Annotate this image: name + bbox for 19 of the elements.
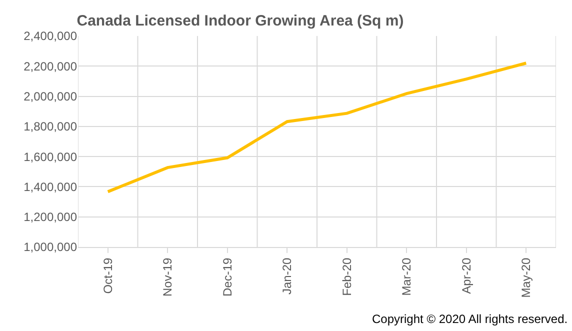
x-tick-label: Nov-19 [160,257,175,296]
text: Copyright © 2020 All rights reserved. [372,312,568,326]
y-tick-label: 1,000,000 [24,240,78,254]
x-tick-label: Oct-19 [100,257,115,294]
y-tick-label: 2,000,000 [24,89,78,104]
line-series [106,62,528,194]
y-tick-label: 2,200,000 [24,59,78,74]
x-tick-label: Apr-20 [459,257,474,294]
x-tick-label: Dec-19 [220,257,234,296]
chart-title: Canada Licensed Indoor Growing Area (Sq m) [76,12,404,30]
y-tick-label: 1,400,000 [24,180,78,194]
x-tick-label: Feb-20 [340,257,354,296]
y-tick-label: 2,400,000 [24,29,78,44]
y-tick-label: 1,200,000 [24,210,78,224]
x-tick-label: May-20 [519,257,534,298]
y-tick-label: 1,800,000 [24,120,78,134]
x-tick-label: Jan-20 [280,257,294,295]
x-tick-label: Mar-20 [400,257,414,296]
y-tick-label: 1,600,000 [24,150,78,164]
